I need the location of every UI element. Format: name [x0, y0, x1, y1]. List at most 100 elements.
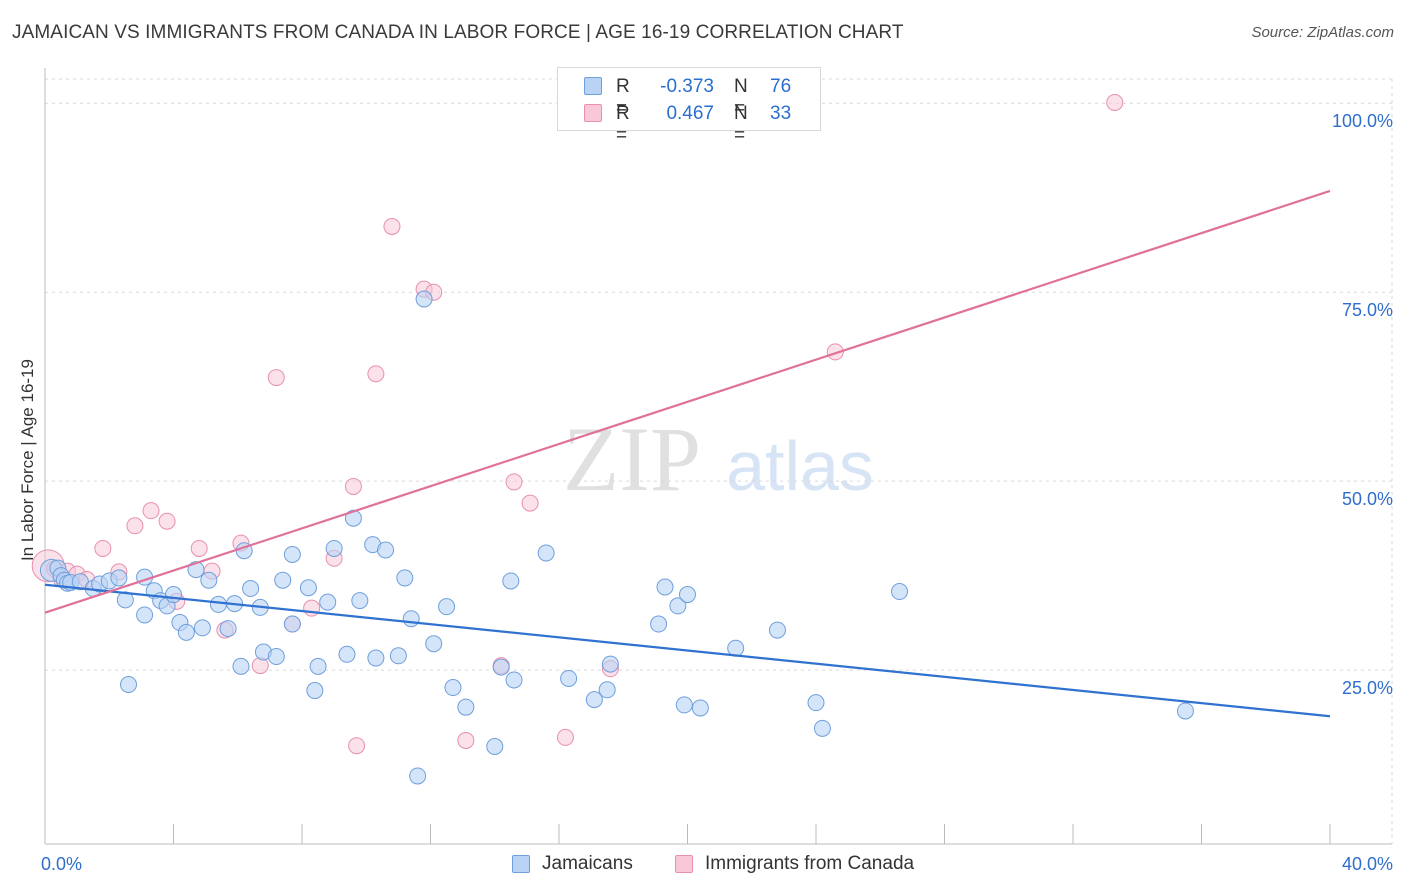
data-point-jamaican	[283, 545, 301, 563]
data-point-jamaican	[1176, 702, 1194, 720]
data-point-canada	[126, 517, 144, 535]
data-point-jamaican	[306, 682, 324, 700]
data-point-jamaican	[444, 679, 462, 697]
data-point-jamaican	[502, 572, 520, 590]
data-point-jamaican	[389, 647, 407, 665]
legend-swatch-blue	[584, 77, 602, 95]
gridlines	[45, 78, 1393, 844]
data-point-jamaican	[242, 580, 260, 598]
data-point-jamaican	[283, 615, 301, 633]
data-point-canada	[344, 477, 362, 495]
data-point-canada	[267, 369, 285, 387]
n-label: N =	[734, 103, 748, 146]
y-tick-label: 50.0%	[1342, 489, 1393, 509]
watermark-zip: ZIP	[563, 408, 701, 510]
data-point-jamaican	[585, 691, 603, 709]
data-point-jamaican	[396, 569, 414, 587]
data-point-jamaican	[177, 623, 195, 641]
data-point-jamaican	[650, 615, 668, 633]
series-jamaicans	[39, 290, 1194, 785]
data-point-canada	[383, 217, 401, 235]
n-value: 76	[770, 76, 792, 97]
data-point-jamaican	[193, 619, 211, 637]
data-point-jamaican	[120, 676, 138, 694]
data-point-jamaican	[136, 606, 154, 624]
y-tick-label: 75.0%	[1342, 300, 1393, 320]
data-point-canada	[367, 365, 385, 383]
r-label: R =	[616, 103, 630, 146]
trend-line-jamaicans	[44, 583, 1331, 718]
data-point-canada	[142, 502, 160, 520]
data-point-jamaican	[598, 681, 616, 699]
x-tick-label: 40.0%	[1342, 854, 1393, 874]
data-point-jamaican	[377, 541, 395, 559]
r-label: R =	[616, 76, 630, 119]
data-point-jamaican	[351, 592, 369, 610]
y-tick-label: 25.0%	[1342, 678, 1393, 698]
data-point-jamaican	[537, 544, 555, 562]
data-point-jamaican	[219, 620, 237, 638]
data-point-jamaican	[691, 699, 709, 717]
source-label: Source: ZipAtlas.com	[1251, 24, 1394, 41]
data-point-jamaican	[669, 597, 687, 615]
data-point-jamaican	[200, 571, 218, 589]
data-point-jamaican	[299, 579, 317, 597]
data-point-jamaican	[367, 649, 385, 667]
data-point-canada	[1106, 93, 1124, 111]
data-point-jamaican	[486, 737, 504, 755]
data-point-jamaican	[344, 509, 362, 527]
legend-swatch-pink	[584, 104, 602, 122]
data-point-canada	[158, 512, 176, 530]
data-point-canada	[826, 343, 844, 361]
data-point-canada	[190, 539, 208, 557]
correlation-legend: R = -0.373 N = 76 R = 0.467 N = 33	[557, 67, 821, 146]
data-point-jamaican	[409, 767, 427, 785]
r-value: -0.373	[660, 76, 714, 97]
data-point-jamaican	[338, 645, 356, 663]
data-point-canada	[348, 737, 366, 755]
data-point-jamaican	[232, 657, 250, 675]
n-value: 33	[770, 103, 792, 124]
data-point-jamaican	[402, 610, 420, 628]
data-point-jamaican	[110, 569, 128, 587]
legend-swatch-blue	[512, 855, 530, 873]
data-point-canada	[303, 599, 321, 617]
data-point-canada	[521, 494, 539, 512]
legend-swatch-pink	[675, 855, 693, 873]
data-point-jamaican	[560, 669, 578, 687]
chart-title: JAMAICAN VS IMMIGRANTS FROM CANADA IN LA…	[12, 22, 904, 43]
data-point-jamaican	[438, 598, 456, 616]
data-point-jamaican	[807, 694, 825, 712]
y-tick-label: 100.0%	[1332, 111, 1393, 131]
x-tick-label: 0.0%	[41, 854, 82, 874]
series-legend: Jamaicans Immigrants from Canada	[0, 853, 1406, 877]
tick-labels: 25.0% 50.0% 75.0% 100.0% 0.0% 40.0%	[41, 111, 1393, 874]
data-point-jamaican	[274, 571, 292, 589]
watermark-atlas: atlas	[726, 427, 874, 505]
data-point-canada	[94, 539, 112, 557]
data-point-jamaican	[187, 561, 205, 579]
data-point-jamaican	[492, 658, 510, 676]
data-point-jamaican	[209, 595, 227, 613]
data-point-jamaican	[309, 657, 327, 675]
data-point-jamaican	[601, 655, 619, 673]
data-point-jamaican	[768, 621, 786, 639]
legend-label: Immigrants from Canada	[705, 853, 915, 874]
data-point-canada	[457, 731, 475, 749]
data-point-jamaican	[505, 671, 523, 689]
data-point-jamaican	[813, 719, 831, 737]
axes	[44, 68, 1392, 845]
trend-line-canada	[44, 189, 1331, 614]
data-point-canada	[556, 728, 574, 746]
legend-label: Jamaicans	[542, 853, 633, 874]
r-value: 0.467	[666, 103, 714, 124]
n-label: N =	[734, 76, 748, 119]
data-point-jamaican	[656, 578, 674, 596]
data-point-jamaican	[679, 586, 696, 604]
data-point-canada	[505, 473, 523, 491]
watermark: ZIP atlas	[563, 408, 874, 510]
data-point-jamaican	[675, 696, 693, 714]
trend-lines	[44, 189, 1331, 718]
data-point-jamaican	[325, 539, 343, 557]
